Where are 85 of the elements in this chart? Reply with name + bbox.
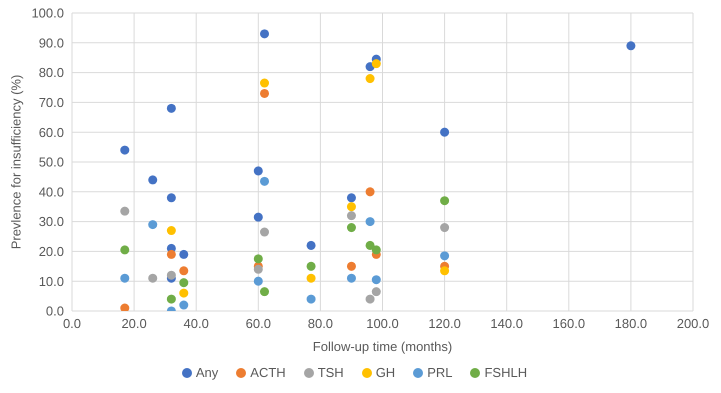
- point: [166, 104, 176, 113]
- point: [366, 74, 375, 84]
- point: [166, 226, 176, 236]
- point: [254, 276, 263, 286]
- legend-label: TSH: [316, 365, 344, 380]
- point: [372, 59, 381, 68]
- x-tick-label: 120.0: [428, 316, 461, 332]
- point: [148, 175, 158, 184]
- point: [260, 176, 270, 186]
- point: [306, 274, 316, 283]
- point: [260, 29, 270, 38]
- point: [372, 287, 381, 296]
- point: [254, 254, 263, 264]
- y-tick-label: 20.0: [38, 244, 64, 260]
- x-tick-label: 160.0: [552, 316, 586, 332]
- point: [626, 41, 636, 50]
- point: [120, 206, 130, 216]
- point: [166, 193, 176, 202]
- point: [254, 212, 263, 222]
- y-tick-label: 60.0: [38, 124, 64, 140]
- point: [254, 166, 263, 176]
- point: [260, 228, 270, 237]
- point: [440, 251, 450, 260]
- legend-label: PRL: [426, 365, 452, 380]
- point: [148, 220, 158, 230]
- y-tick-label: 40.0: [38, 184, 64, 200]
- point: [120, 245, 130, 254]
- point: [346, 223, 356, 232]
- point: [366, 294, 375, 304]
- x-axis-title: Follow-up time (months): [312, 339, 452, 354]
- point: [346, 202, 356, 212]
- y-axis-title: Prevlence for insufficiency (%): [8, 74, 24, 250]
- point: [120, 146, 130, 155]
- x-tick-label: 140.0: [490, 316, 523, 332]
- x-tick-label: 80.0: [308, 316, 334, 332]
- point: [346, 211, 356, 220]
- point: [306, 240, 316, 250]
- x-tick-label: 60.0: [246, 316, 271, 332]
- point: [120, 274, 130, 283]
- point: [179, 288, 188, 298]
- point: [440, 196, 450, 206]
- legend-label: Any: [194, 365, 218, 380]
- point: [260, 78, 270, 88]
- y-tick-label: 80.0: [38, 65, 64, 80]
- point: [306, 294, 316, 304]
- point: [179, 300, 188, 310]
- point: [346, 193, 356, 202]
- x-tick-label: 20.0: [121, 316, 147, 332]
- point: [166, 250, 176, 259]
- legend-label: GH: [374, 365, 396, 380]
- point: [440, 128, 450, 137]
- point: [260, 88, 270, 98]
- point: [120, 304, 130, 311]
- y-tick-label: 90.0: [38, 35, 64, 50]
- point: [179, 250, 188, 259]
- point: [166, 294, 176, 304]
- y-tick-label: 30.0: [38, 214, 64, 230]
- point: [254, 264, 263, 274]
- y-tick-label: 70.0: [38, 95, 64, 110]
- legend-label: ACTH: [249, 365, 286, 380]
- y-tick-label: 50.0: [38, 154, 64, 170]
- point: [260, 287, 270, 296]
- point: [179, 278, 188, 288]
- y-tick-label: 10.0: [38, 274, 64, 289]
- y-tick-label: 0.0: [46, 304, 64, 319]
- point: [440, 223, 450, 232]
- point: [179, 266, 188, 276]
- point: [306, 262, 316, 271]
- point: [366, 187, 375, 196]
- point: [166, 270, 176, 280]
- point: [366, 240, 375, 250]
- point: [366, 217, 375, 226]
- point: [372, 245, 381, 254]
- point: [346, 262, 356, 271]
- x-tick-label: 40.0: [184, 316, 209, 332]
- point: [148, 274, 158, 283]
- point: [440, 266, 450, 276]
- y-tick-label: 100.0: [31, 6, 64, 21]
- point: [372, 275, 381, 284]
- point: [346, 274, 356, 283]
- legend-label: FSHLH: [483, 365, 528, 380]
- x-tick-label: 0.0: [62, 316, 82, 332]
- x-tick-label: 200.0: [676, 316, 710, 332]
- x-tick-label: 180.0: [614, 316, 648, 332]
- x-tick-label: 100.0: [366, 316, 399, 332]
